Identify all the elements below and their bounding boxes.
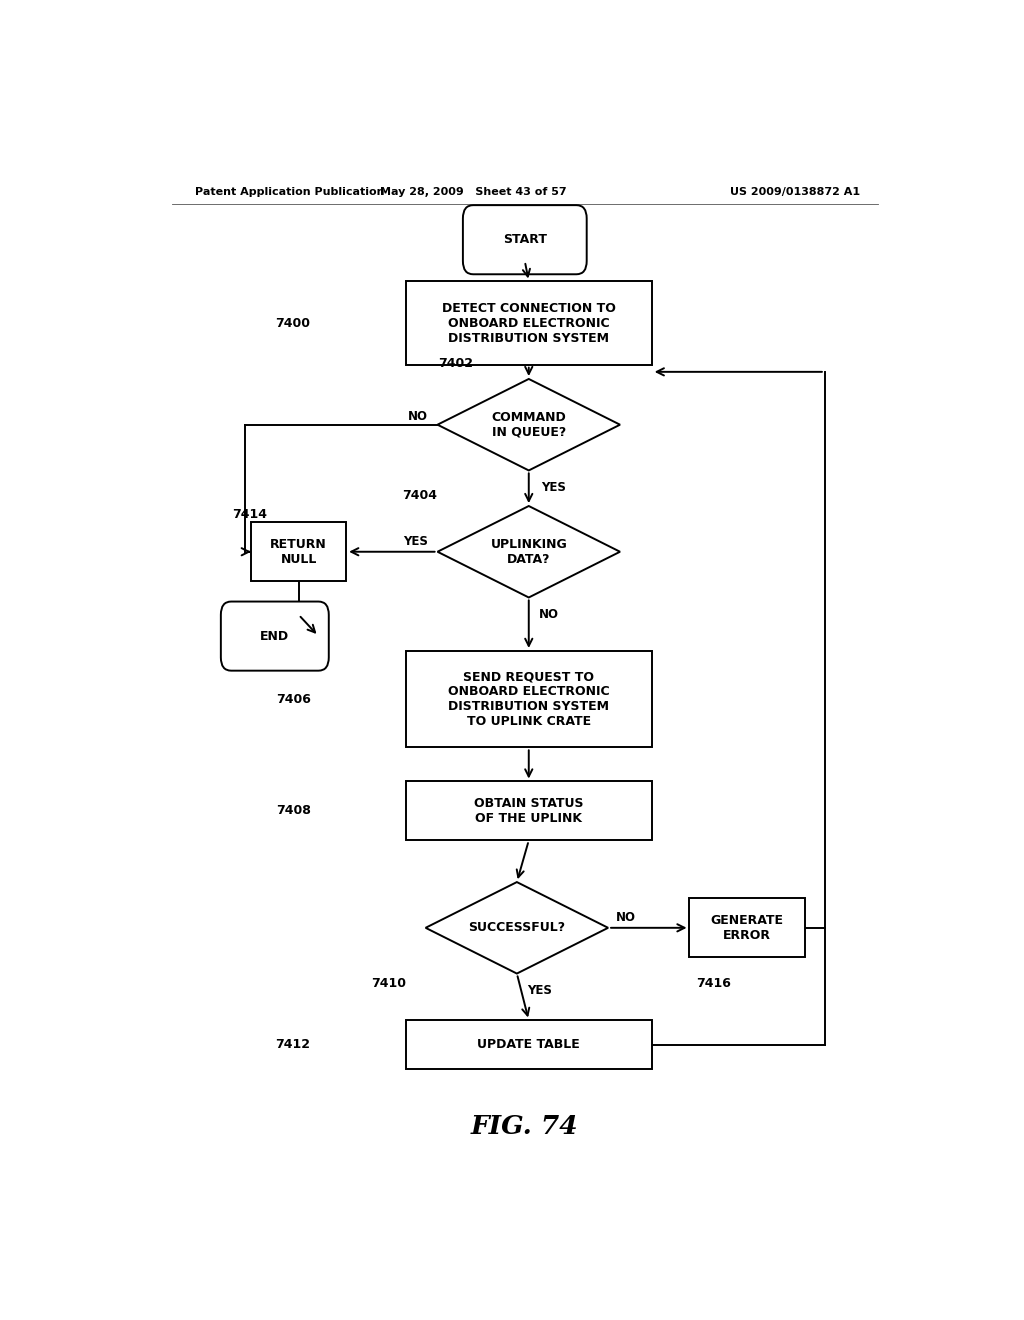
Text: YES: YES — [542, 480, 566, 494]
Text: 7406: 7406 — [275, 693, 310, 706]
Text: OBTAIN STATUS
OF THE UPLINK: OBTAIN STATUS OF THE UPLINK — [474, 797, 584, 825]
Text: RETURN
NULL: RETURN NULL — [270, 537, 327, 566]
FancyBboxPatch shape — [463, 205, 587, 275]
Text: US 2009/0138872 A1: US 2009/0138872 A1 — [729, 187, 860, 197]
FancyBboxPatch shape — [221, 602, 329, 671]
Text: 7404: 7404 — [402, 490, 437, 503]
Text: SEND REQUEST TO
ONBOARD ELECTRONIC
DISTRIBUTION SYSTEM
TO UPLINK CRATE: SEND REQUEST TO ONBOARD ELECTRONIC DISTR… — [447, 671, 609, 729]
Polygon shape — [437, 506, 620, 598]
Text: DETECT CONNECTION TO
ONBOARD ELECTRONIC
DISTRIBUTION SYSTEM: DETECT CONNECTION TO ONBOARD ELECTRONIC … — [441, 301, 615, 345]
Bar — [406, 1020, 651, 1069]
Text: FIG. 74: FIG. 74 — [471, 1114, 579, 1139]
Text: YES: YES — [403, 535, 428, 548]
Bar — [406, 781, 651, 841]
Bar — [251, 523, 346, 581]
Text: 7408: 7408 — [275, 804, 310, 817]
Text: UPLINKING
DATA?: UPLINKING DATA? — [490, 537, 567, 566]
Text: 7414: 7414 — [231, 508, 267, 520]
Text: NO: NO — [616, 911, 636, 924]
Bar — [406, 651, 651, 747]
Text: START: START — [503, 234, 547, 247]
Text: 7412: 7412 — [275, 1039, 310, 1051]
Text: 7400: 7400 — [275, 317, 310, 330]
Text: 7402: 7402 — [438, 358, 473, 370]
Text: GENERATE
ERROR: GENERATE ERROR — [711, 913, 783, 941]
Polygon shape — [426, 882, 608, 974]
Text: Patent Application Publication: Patent Application Publication — [196, 187, 385, 197]
Text: 7410: 7410 — [371, 977, 406, 990]
Text: 7416: 7416 — [696, 977, 731, 990]
Text: END: END — [260, 630, 290, 643]
Text: YES: YES — [527, 983, 552, 997]
Text: NO: NO — [539, 607, 559, 620]
Text: UPDATE TABLE: UPDATE TABLE — [477, 1039, 581, 1051]
Text: May 28, 2009   Sheet 43 of 57: May 28, 2009 Sheet 43 of 57 — [380, 187, 566, 197]
Text: NO: NO — [408, 411, 428, 424]
Polygon shape — [437, 379, 620, 470]
Text: COMMAND
IN QUEUE?: COMMAND IN QUEUE? — [492, 411, 566, 438]
Bar — [689, 899, 805, 957]
Bar — [406, 281, 651, 364]
Text: SUCCESSFUL?: SUCCESSFUL? — [468, 921, 565, 935]
